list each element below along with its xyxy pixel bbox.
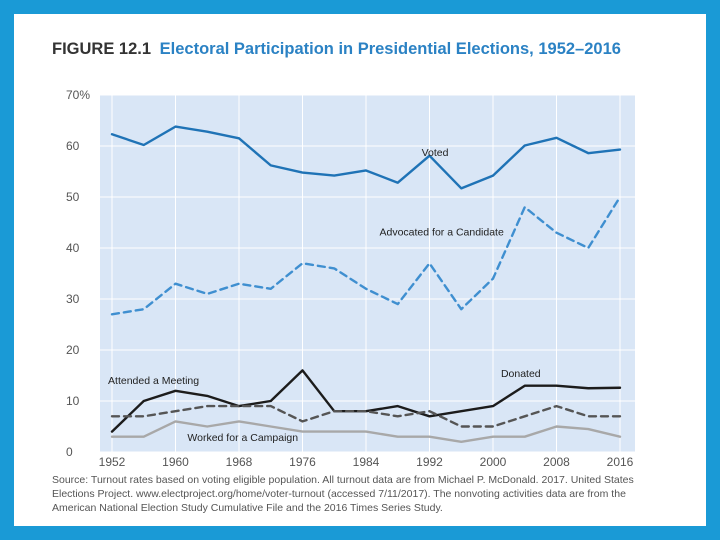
x-tick-label: 1976 bbox=[289, 455, 316, 469]
x-tick-label: 2000 bbox=[480, 455, 507, 469]
annotation-worked: Worked for a Campaign bbox=[187, 432, 298, 444]
figure-title-text: Electoral Participation in Presidential … bbox=[159, 40, 621, 58]
y-tick-label: 20 bbox=[66, 343, 80, 357]
x-axis-ticks: 1952 1960 1968 1976 1984 1992 2000 2008 2016 bbox=[99, 455, 634, 469]
y-tick-label: 60 bbox=[66, 139, 80, 153]
y-tick-label: 50 bbox=[66, 190, 80, 204]
x-tick-label: 1984 bbox=[353, 455, 380, 469]
figure-title: FIGURE 12.1 Electoral Participation in P… bbox=[52, 40, 621, 59]
figure-label: FIGURE 12.1 bbox=[52, 40, 152, 58]
y-tick-label: 70% bbox=[66, 88, 90, 102]
annotation-advocated: Advocated for a Candidate bbox=[379, 226, 503, 238]
gridlines bbox=[100, 94, 635, 453]
y-tick-label: 40 bbox=[66, 241, 80, 255]
x-tick-label: 1992 bbox=[416, 455, 443, 469]
series-annotations: Voted Advocated for a Candidate Donated Att… bbox=[108, 147, 541, 444]
series-line-attended bbox=[110, 404, 622, 428]
series-line-worked bbox=[110, 420, 622, 443]
x-tick-label: 1960 bbox=[162, 455, 189, 469]
y-tick-label: 30 bbox=[66, 292, 80, 306]
annotation-voted: Voted bbox=[422, 147, 449, 159]
x-tick-label: 1968 bbox=[226, 455, 253, 469]
x-tick-label: 1952 bbox=[99, 455, 126, 469]
annotation-attended: Attended a Meeting bbox=[108, 375, 199, 387]
series-lines bbox=[110, 125, 622, 443]
annotation-donated: Donated bbox=[501, 368, 541, 380]
x-tick-label: 2016 bbox=[607, 455, 634, 469]
y-tick-label: 10 bbox=[66, 394, 80, 408]
series-line-voted bbox=[110, 125, 622, 190]
y-tick-label: 0 bbox=[66, 445, 73, 459]
source-note: Source: Turnout rates based on voting el… bbox=[52, 474, 634, 514]
series-line-advocated bbox=[110, 195, 622, 316]
plot-background bbox=[100, 95, 635, 452]
y-axis-ticks: 0 10 20 30 40 50 60 70% bbox=[66, 88, 90, 459]
x-tick-label: 2008 bbox=[543, 455, 570, 469]
